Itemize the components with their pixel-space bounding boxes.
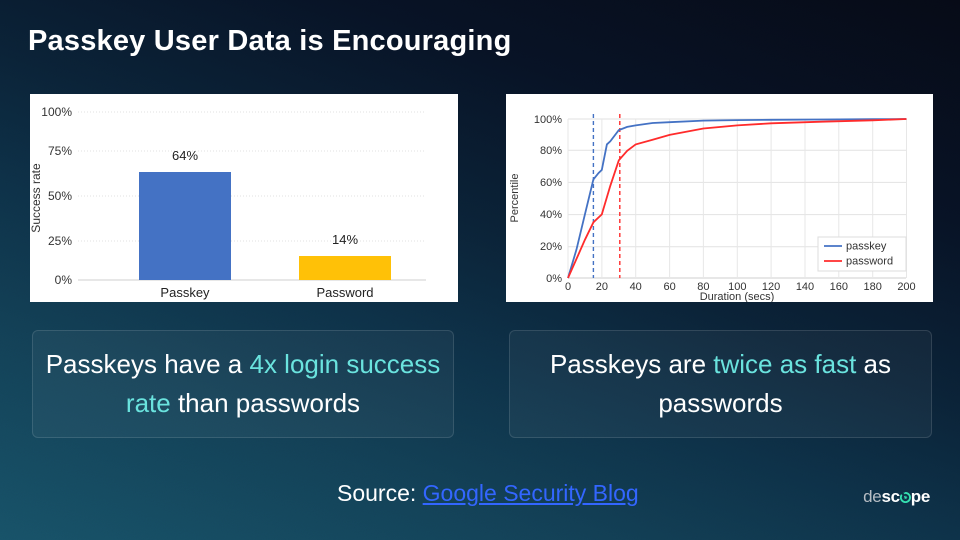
svg-text:Success rate: Success rate — [30, 163, 43, 233]
svg-text:40: 40 — [630, 281, 642, 293]
svg-text:100%: 100% — [534, 114, 562, 126]
svg-text:0%: 0% — [55, 273, 73, 287]
svg-text:100%: 100% — [41, 105, 72, 119]
svg-text:60%: 60% — [540, 177, 562, 189]
svg-text:20%: 20% — [540, 241, 562, 253]
svg-text:Password: Password — [316, 285, 373, 300]
svg-text:80%: 80% — [540, 145, 562, 157]
svg-text:160: 160 — [830, 281, 848, 293]
svg-text:200: 200 — [897, 281, 915, 293]
svg-text:60: 60 — [663, 281, 675, 293]
svg-text:75%: 75% — [48, 144, 72, 158]
svg-text:50%: 50% — [48, 189, 72, 203]
svg-text:Passkey: Passkey — [160, 285, 210, 300]
svg-text:Duration (secs): Duration (secs) — [700, 291, 775, 302]
svg-text:64%: 64% — [172, 148, 198, 163]
svg-text:0: 0 — [565, 281, 571, 293]
svg-text:passkey: passkey — [846, 241, 887, 253]
svg-text:140: 140 — [796, 281, 814, 293]
svg-text:0%: 0% — [546, 273, 562, 285]
svg-text:14%: 14% — [332, 232, 358, 247]
svg-text:Percentile: Percentile — [509, 174, 521, 223]
svg-text:40%: 40% — [540, 209, 562, 221]
svg-text:20: 20 — [596, 281, 608, 293]
svg-text:25%: 25% — [48, 234, 72, 248]
svg-text:180: 180 — [864, 281, 882, 293]
svg-text:password: password — [846, 256, 893, 268]
